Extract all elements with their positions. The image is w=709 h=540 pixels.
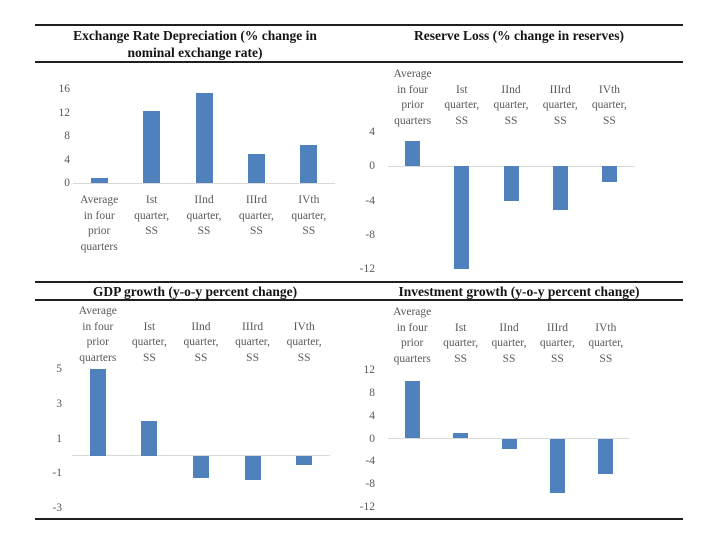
bar bbox=[454, 166, 470, 269]
y-tick-label: 8 bbox=[64, 130, 70, 142]
category-label: Ist quarter, SS bbox=[443, 321, 479, 365]
exchange-rate-depreciation-chart: 16 12 8 4 0 Average in four prior quarters Ist… bbox=[35, 62, 355, 274]
divider-top bbox=[35, 24, 683, 26]
bar bbox=[296, 455, 313, 465]
plot-area bbox=[73, 89, 335, 184]
category-labels: Average in four prior quarters Ist quarte… bbox=[388, 65, 634, 129]
bar bbox=[90, 178, 108, 183]
y-tick-label: 3 bbox=[56, 397, 62, 410]
y-tick-label: 0 bbox=[369, 160, 375, 173]
y-tick-label: -12 bbox=[359, 263, 375, 275]
y-tick-label: -8 bbox=[365, 478, 375, 491]
category-label: Ist quarter, SS bbox=[134, 194, 170, 237]
bar bbox=[453, 432, 469, 439]
y-tick-label: 12 bbox=[363, 364, 376, 376]
divider-bottom bbox=[35, 518, 683, 520]
divider-mid bbox=[35, 281, 683, 283]
y-tick-label: 12 bbox=[58, 106, 71, 119]
row1-titles: Exchange Rate Depreciation (% change in … bbox=[35, 27, 683, 61]
bar bbox=[501, 438, 517, 449]
category-labels: Average in four prior quarters Ist quarte… bbox=[73, 193, 335, 259]
chart-title-investment-growth: Investment growth (y-o-y percent change) bbox=[398, 284, 640, 299]
category-labels: Average in four prior quarters Ist quarte… bbox=[388, 305, 630, 367]
y-tick-label: 4 bbox=[64, 153, 70, 166]
bar bbox=[89, 369, 106, 456]
bar bbox=[598, 438, 614, 475]
chart-title-exchange-rate-depreciation: Exchange Rate Depreciation (% change in … bbox=[73, 28, 317, 60]
category-label: IIIrd quarter, SS bbox=[542, 83, 578, 127]
y-tick-label: 4 bbox=[369, 409, 375, 422]
divider-below-row1-titles bbox=[35, 61, 683, 63]
bar bbox=[244, 455, 261, 481]
bar bbox=[195, 92, 213, 183]
category-label: IInd quarter, SS bbox=[493, 83, 529, 127]
category-label: IInd quarter, SS bbox=[491, 321, 527, 365]
category-label: IInd quarter, SS bbox=[183, 320, 219, 364]
bar bbox=[143, 111, 161, 183]
category-labels: Average in four prior quarters Ist quarte… bbox=[72, 305, 330, 366]
row2-titles: GDP growth (y-o-y percent change) Invest… bbox=[35, 283, 683, 300]
plot-area bbox=[388, 370, 630, 507]
bar bbox=[552, 166, 568, 210]
category-label: IIIrd quarter, SS bbox=[235, 320, 271, 364]
category-label: IVth quarter, SS bbox=[591, 83, 627, 127]
category-label: Average in four prior quarters bbox=[393, 68, 432, 127]
category-label: Average in four prior quarters bbox=[393, 306, 432, 365]
category-label: IVth quarter, SS bbox=[286, 320, 322, 364]
y-tick-label: 0 bbox=[64, 177, 70, 189]
bar bbox=[404, 381, 420, 439]
y-tick-label: 4 bbox=[369, 126, 375, 138]
category-label: IIIrd quarter, SS bbox=[539, 321, 575, 365]
bar bbox=[601, 166, 617, 182]
y-tick-label: -3 bbox=[52, 502, 62, 514]
y-tick-label: 5 bbox=[56, 363, 62, 375]
y-tick-label: 1 bbox=[56, 432, 62, 445]
bar bbox=[405, 140, 421, 167]
category-label: IInd quarter, SS bbox=[186, 194, 222, 237]
reserve-loss-chart: 4 0 -4 -8 -12 Average in four prior quarters I… bbox=[355, 62, 655, 275]
category-label: IIIrd quarter, SS bbox=[238, 194, 274, 237]
bar bbox=[503, 166, 519, 202]
y-tick-label: 0 bbox=[369, 432, 375, 445]
category-label: IVth quarter, SS bbox=[291, 194, 327, 237]
y-tick-label: -4 bbox=[365, 194, 375, 207]
category-label: Average in four prior quarters bbox=[78, 305, 117, 364]
y-tick-label: -8 bbox=[365, 228, 375, 241]
zero-line bbox=[73, 182, 335, 184]
bar bbox=[300, 144, 318, 183]
bar bbox=[549, 438, 565, 493]
y-tick-label: 8 bbox=[369, 386, 375, 399]
divider-below-row2-titles bbox=[35, 299, 683, 301]
y-tick-label: -12 bbox=[359, 501, 375, 513]
y-tick-label: 16 bbox=[58, 83, 71, 95]
bar bbox=[141, 421, 158, 456]
y-tick-label: -1 bbox=[52, 467, 62, 480]
category-label: Average in four prior quarters bbox=[80, 194, 119, 253]
y-tick-label: -4 bbox=[365, 455, 375, 468]
plot-area bbox=[388, 132, 634, 269]
category-label: Ist quarter, SS bbox=[444, 83, 480, 127]
investment-growth-chart: 12 8 4 0 -4 -8 -12 Average in four prior quarte… bbox=[355, 300, 655, 513]
category-label: Ist quarter, SS bbox=[131, 320, 167, 364]
plot-area bbox=[72, 369, 330, 508]
chart-title-reserve-loss: Reserve Loss (% change in reserves) bbox=[413, 28, 625, 43]
category-label: IVth quarter, SS bbox=[588, 321, 624, 365]
bar bbox=[193, 455, 209, 479]
bar bbox=[247, 153, 265, 183]
chart-title-gdp-growth: GDP growth (y-o-y percent change) bbox=[92, 284, 298, 299]
gdp-growth-chart: 5 3 1 -1 -3 Average in four prior quarters Ist… bbox=[35, 300, 355, 514]
